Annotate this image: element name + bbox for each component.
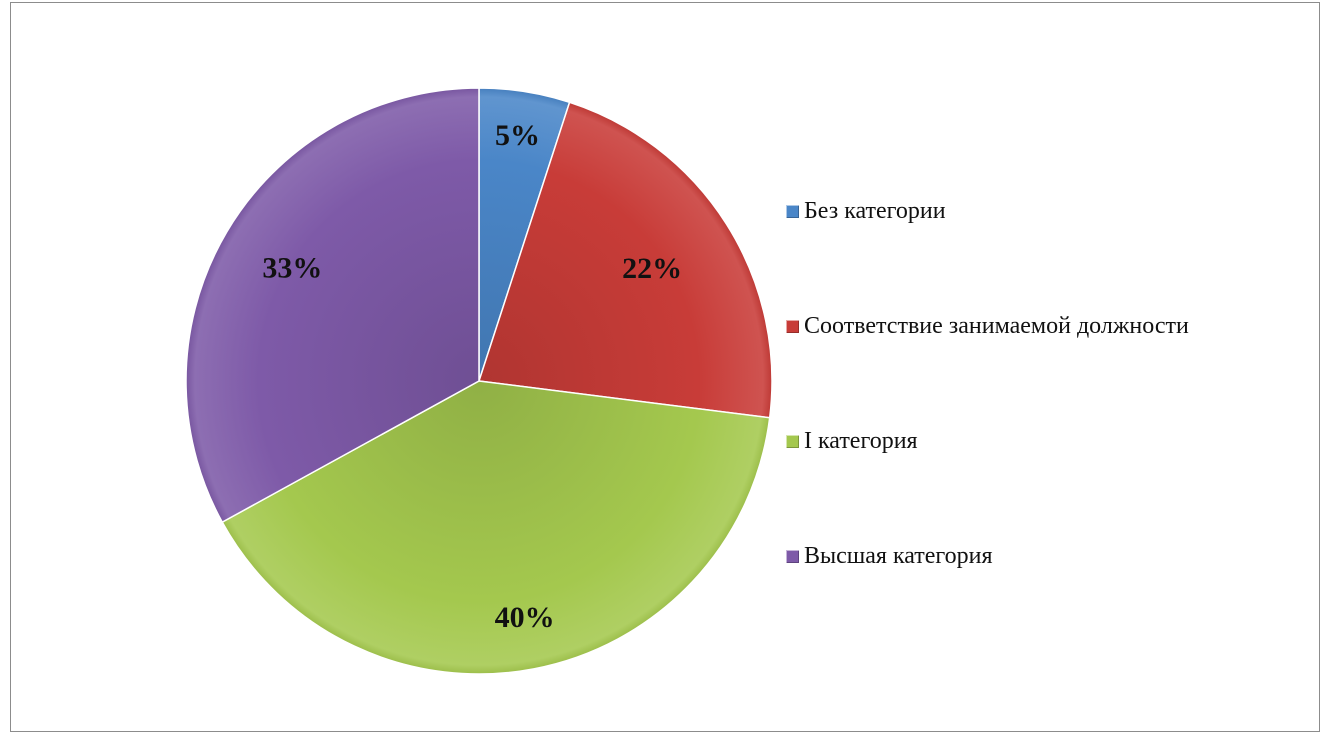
slice-i-kategoriya	[221, 380, 771, 675]
legend-marker	[786, 204, 799, 218]
legend-item-i-kategoriya: I категория	[786, 426, 918, 456]
data-label-i-kategoriya: 40%	[495, 601, 555, 634]
chart-area: 5% 22% 40% 33% Без категории Соответствие з…	[10, 2, 1320, 732]
legend-marker	[786, 319, 799, 333]
data-label-sootvetstvie: 22%	[622, 252, 682, 285]
legend-item-vysshaya-kategoriya: Высшая категория	[786, 541, 993, 571]
legend-label: Соответствие занимаемой должности	[804, 312, 1189, 339]
slice-vysshaya-kategoriya	[185, 87, 480, 524]
legend-marker	[786, 549, 799, 563]
data-label-bez-kategorii: 5%	[495, 119, 540, 152]
legend-label: Без категории	[804, 197, 946, 224]
legend-marker	[786, 434, 799, 448]
legend-label: Высшая категория	[804, 542, 993, 569]
legend-item-sootvetstvie: Соответствие занимаемой должности	[786, 311, 1189, 341]
slice-sootvetstvie	[478, 101, 773, 419]
legend-label: I категория	[804, 427, 918, 454]
data-label-vysshaya-kategoriya: 33%	[262, 252, 322, 285]
legend-item-bez-kategorii: Без категории	[786, 196, 946, 226]
pie-chart: 5% 22% 40% 33%	[185, 87, 773, 675]
